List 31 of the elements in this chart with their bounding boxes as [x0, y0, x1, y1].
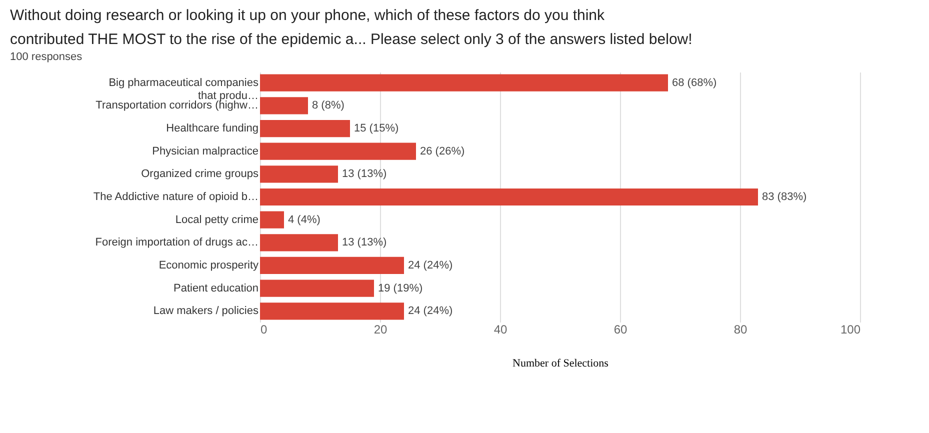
- data-label: 68 (68%): [672, 76, 717, 89]
- data-label: 26 (26%): [420, 145, 465, 158]
- y-tick-label: Organized crime groups: [141, 168, 259, 180]
- y-tick-label: The Addictive nature of opioid b…: [93, 191, 258, 203]
- y-tick-label: Big pharmaceutical companies that produ…: [108, 76, 259, 102]
- y-tick-label: Law makers / policies: [153, 305, 259, 318]
- x-tick-label: 0: [260, 322, 268, 336]
- y-tick-label: Economic prosperity: [158, 259, 259, 272]
- y-tick-label: Physician malpractice: [152, 145, 258, 158]
- data-label: 83 (83%): [762, 191, 807, 203]
- text: 100 responses: [10, 51, 83, 63]
- x-tick-label: 40: [494, 322, 508, 336]
- y-tick-label: Transportation corridors (highw…: [96, 100, 258, 112]
- data-label: 15 (15%): [354, 122, 399, 135]
- y-tick-label: Foreign importation of drugs ac…: [95, 236, 258, 249]
- x-tick-label: 60: [614, 322, 628, 336]
- data-label: 8 (8%): [312, 100, 344, 112]
- data-label: 13 (13%): [342, 168, 387, 180]
- y-tick-label: Patient education: [173, 282, 258, 294]
- x-axis-title: Number of Selections: [512, 358, 608, 370]
- chart-title: Without doing research or looking it up on your phone, which of these factors do you think contributed THE MOST to the rise of the epidemic a... Please select only 3 of the answers listed below!: [10, 7, 692, 48]
- y-tick-label: Local petty crime: [175, 214, 258, 226]
- data-label: 13 (13%): [342, 236, 387, 249]
- data-label: 24 (24%): [408, 259, 453, 272]
- data-label: 19 (19%): [378, 282, 423, 294]
- y-tick-label: Healthcare funding: [166, 122, 258, 135]
- x-tick-label: 20: [374, 322, 388, 336]
- x-tick-label: 80: [734, 322, 748, 336]
- data-label: 4 (4%): [288, 214, 320, 226]
- x-tick-label: 100: [840, 322, 861, 336]
- data-label: 24 (24%): [408, 305, 453, 318]
